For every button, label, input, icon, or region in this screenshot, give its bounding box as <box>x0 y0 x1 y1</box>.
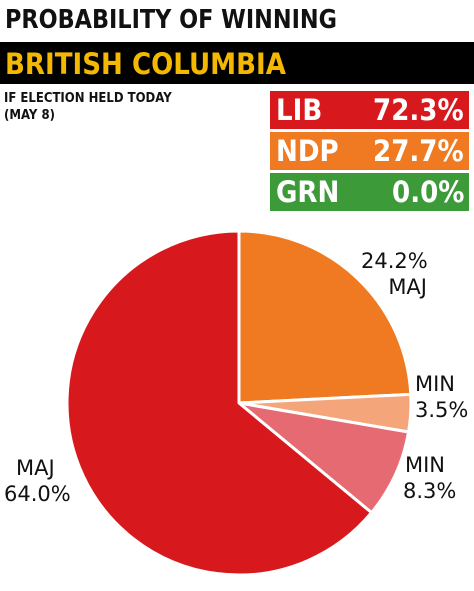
party-name: GRN <box>276 175 340 209</box>
label-lib-maj: MAJ 64.0% <box>4 455 71 507</box>
slice-label: MAJ <box>388 275 427 299</box>
party-row-grn: GRN 0.0% <box>270 173 469 211</box>
region-name: BRITISH COLUMBIA <box>5 47 286 81</box>
slice-label: MAJ <box>16 456 55 480</box>
pie-slice-ndp-maj <box>237 229 413 405</box>
party-name: LIB <box>276 93 323 127</box>
label-lib-min: MIN 8.3% <box>403 452 456 504</box>
region-banner: BRITISH COLUMBIA <box>0 42 474 84</box>
slice-value: 3.5% <box>415 398 469 422</box>
party-probability: 0.0% <box>391 175 464 209</box>
party-probability: 27.7% <box>373 134 464 168</box>
party-name: NDP <box>276 134 339 168</box>
party-row-lib: LIB 72.3% <box>270 91 469 129</box>
subtitle-line-1: IF ELECTION HELD TODAY <box>4 91 172 106</box>
slice-label: MIN <box>405 453 446 477</box>
slice-value: 64.0% <box>4 482 71 506</box>
subtitle-line-2: (MAY 8) <box>4 108 55 123</box>
label-ndp-maj: 24.2% MAJ <box>361 248 428 300</box>
pie-slice-lib-min <box>237 401 411 515</box>
party-probability: 72.3% <box>373 93 464 127</box>
label-ndp-min: MIN 3.5% <box>415 371 468 423</box>
slice-value: 24.2% <box>361 249 428 273</box>
slice-value: 8.3% <box>403 479 457 503</box>
pie-slice-lib-maj <box>65 229 374 577</box>
party-row-ndp: NDP 27.7% <box>270 132 469 170</box>
chart-title: PROBABILITY OF WINNING <box>5 5 337 35</box>
slice-label: MIN <box>415 372 456 396</box>
